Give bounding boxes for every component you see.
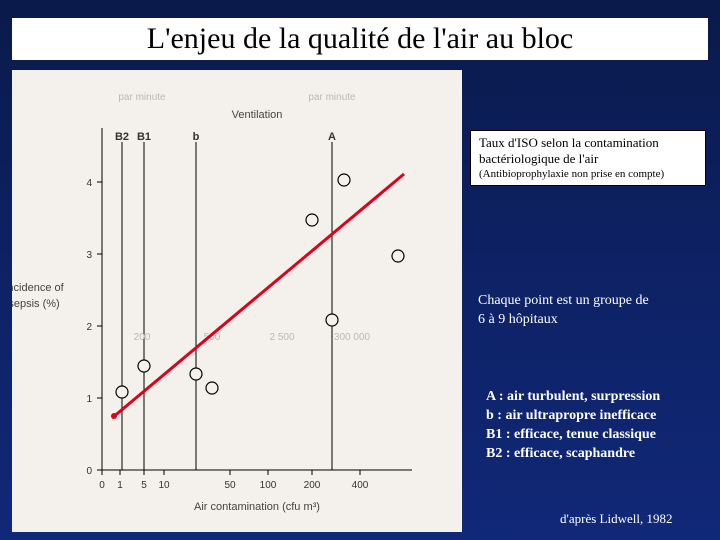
svg-text:par minute: par minute xyxy=(118,92,166,103)
svg-text:300 000: 300 000 xyxy=(334,332,371,343)
svg-text:Ventilation: Ventilation xyxy=(232,109,283,121)
legend-A: A : air turbulent, surpression xyxy=(486,388,660,407)
svg-text:A: A xyxy=(328,131,336,143)
svg-text:50: 50 xyxy=(224,480,236,491)
svg-text:2 500: 2 500 xyxy=(269,332,294,343)
svg-text:1: 1 xyxy=(117,480,123,491)
annotation-plain-1: Chaque point est un groupe de 6 à 9 hôpi… xyxy=(478,292,649,330)
source-citation: d'après Lidwell, 1982 xyxy=(560,510,672,528)
svg-text:Incidence of: Incidence of xyxy=(12,282,65,294)
svg-text:b: b xyxy=(193,131,200,143)
svg-text:400: 400 xyxy=(352,480,369,491)
plain1-l1: Chaque point est un groupe de xyxy=(478,292,649,311)
chart-container: par minute par minute Ventilation B2 B1 b A 0 1 2… xyxy=(12,70,462,532)
box1-sub: (Antibioprophylaxie non prise en compte) xyxy=(479,168,697,182)
svg-text:par minute: par minute xyxy=(308,92,356,103)
svg-text:100: 100 xyxy=(260,480,277,491)
svg-text:2: 2 xyxy=(86,322,92,333)
svg-text:5: 5 xyxy=(141,480,147,491)
svg-text:Air contamination (cfu m³): Air contamination (cfu m³) xyxy=(194,501,320,513)
svg-text:0: 0 xyxy=(99,480,105,491)
svg-text:200: 200 xyxy=(304,480,321,491)
legend-b: b : air ultrapropre inefficace xyxy=(486,407,660,426)
slide-title: L'enjeu de la qualité de l'air au bloc xyxy=(12,18,708,60)
chart-svg: par minute par minute Ventilation B2 B1 b A 0 1 2… xyxy=(12,70,462,532)
legend-B1: B1 : efficace, tenue classique xyxy=(486,426,660,445)
legend-B2: B2 : efficace, scaphandre xyxy=(486,445,660,464)
svg-text:4: 4 xyxy=(86,178,92,189)
svg-text:200: 200 xyxy=(134,332,151,343)
svg-text:0: 0 xyxy=(86,466,92,477)
box1-line2: bactériologique de l'air xyxy=(479,151,697,167)
box1-line1: Taux d'ISO selon la contamination xyxy=(479,135,697,151)
svg-text:sepsis (%): sepsis (%) xyxy=(12,298,60,310)
svg-text:B1: B1 xyxy=(137,131,151,143)
svg-text:B2: B2 xyxy=(115,131,129,143)
legend-block: A : air turbulent, surpression b : air u… xyxy=(486,388,660,464)
svg-text:1: 1 xyxy=(86,394,92,405)
plain1-l2: 6 à 9 hôpitaux xyxy=(478,311,649,330)
annotation-box-1: Taux d'ISO selon la contamination bactér… xyxy=(470,130,706,186)
svg-text:10: 10 xyxy=(158,480,170,491)
svg-text:3: 3 xyxy=(86,250,92,261)
